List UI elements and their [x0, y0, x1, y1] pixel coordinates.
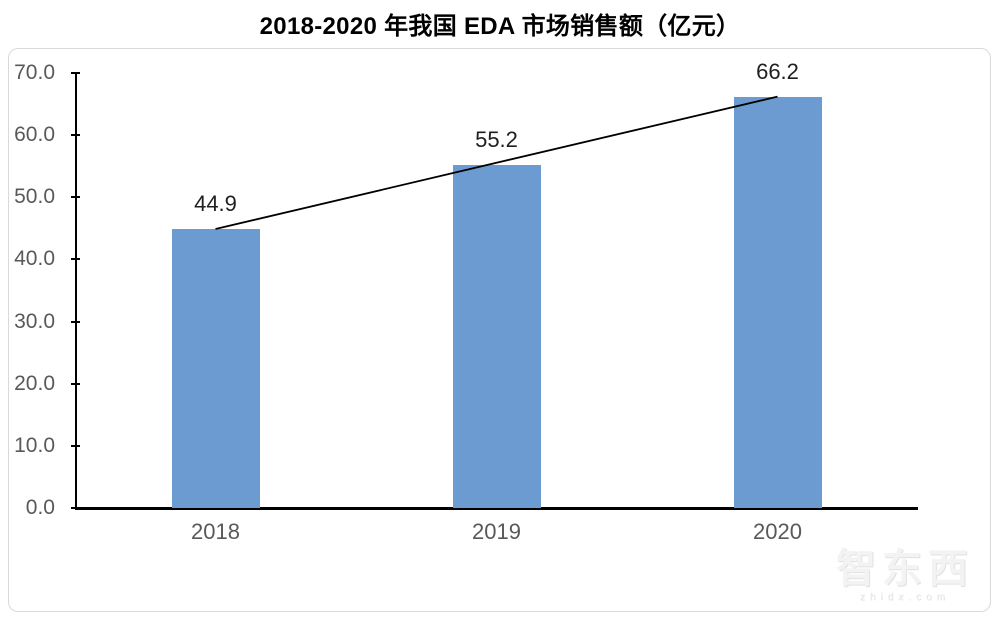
y-axis-tick [71, 382, 80, 385]
bar-2020 [733, 96, 822, 508]
y-axis-tick-label: 70.0 [14, 61, 55, 84]
y-axis-tick-label: 30.0 [14, 309, 55, 333]
bar-value-label: 66.2 [756, 58, 799, 84]
y-axis-line [75, 73, 77, 508]
plot-area: 70.0 60.0 50.0 40.0 30.0 20.0 10.0 0.0 44.9 2018 5… [9, 49, 990, 611]
y-axis-tick [71, 258, 80, 261]
bar-2019 [452, 164, 541, 508]
x-axis-label-2019: 2019 [472, 519, 521, 544]
watermark-domain-text: zhidx.com [859, 592, 950, 603]
y-axis-tick [71, 320, 80, 323]
x-axis-line [75, 507, 918, 510]
x-axis-label-2018: 2018 [191, 519, 240, 544]
bar-value-label: 55.2 [475, 126, 518, 152]
y-axis-tick [71, 134, 80, 137]
watermark-logo-text: 智东西 [836, 547, 974, 591]
y-axis-tick-label: 60.0 [14, 123, 55, 147]
y-axis-tick-label: 20.0 [14, 371, 55, 395]
bar-value-label: 44.9 [194, 190, 237, 216]
y-axis-tick [71, 507, 80, 509]
chart-title: 2018-2020 年我国 EDA 市场销售额（亿元） [259, 13, 741, 40]
x-axis-label-2020: 2020 [753, 519, 802, 544]
bar-2018 [171, 228, 260, 508]
watermark-zhidx: 智东西 zhidx.com [836, 547, 974, 603]
y-axis-tick [71, 72, 80, 74]
chart-container: 70.0 60.0 50.0 40.0 30.0 20.0 10.0 0.0 44.9 2018 5… [8, 48, 991, 612]
y-axis-tick-label: 40.0 [14, 247, 55, 271]
y-axis-tick [71, 196, 80, 199]
y-axis-tick [71, 444, 80, 447]
y-axis-tick-label: 50.0 [14, 185, 55, 209]
y-axis-tick-label: 10.0 [14, 433, 55, 457]
y-axis-tick-label: 0.0 [25, 496, 55, 519]
